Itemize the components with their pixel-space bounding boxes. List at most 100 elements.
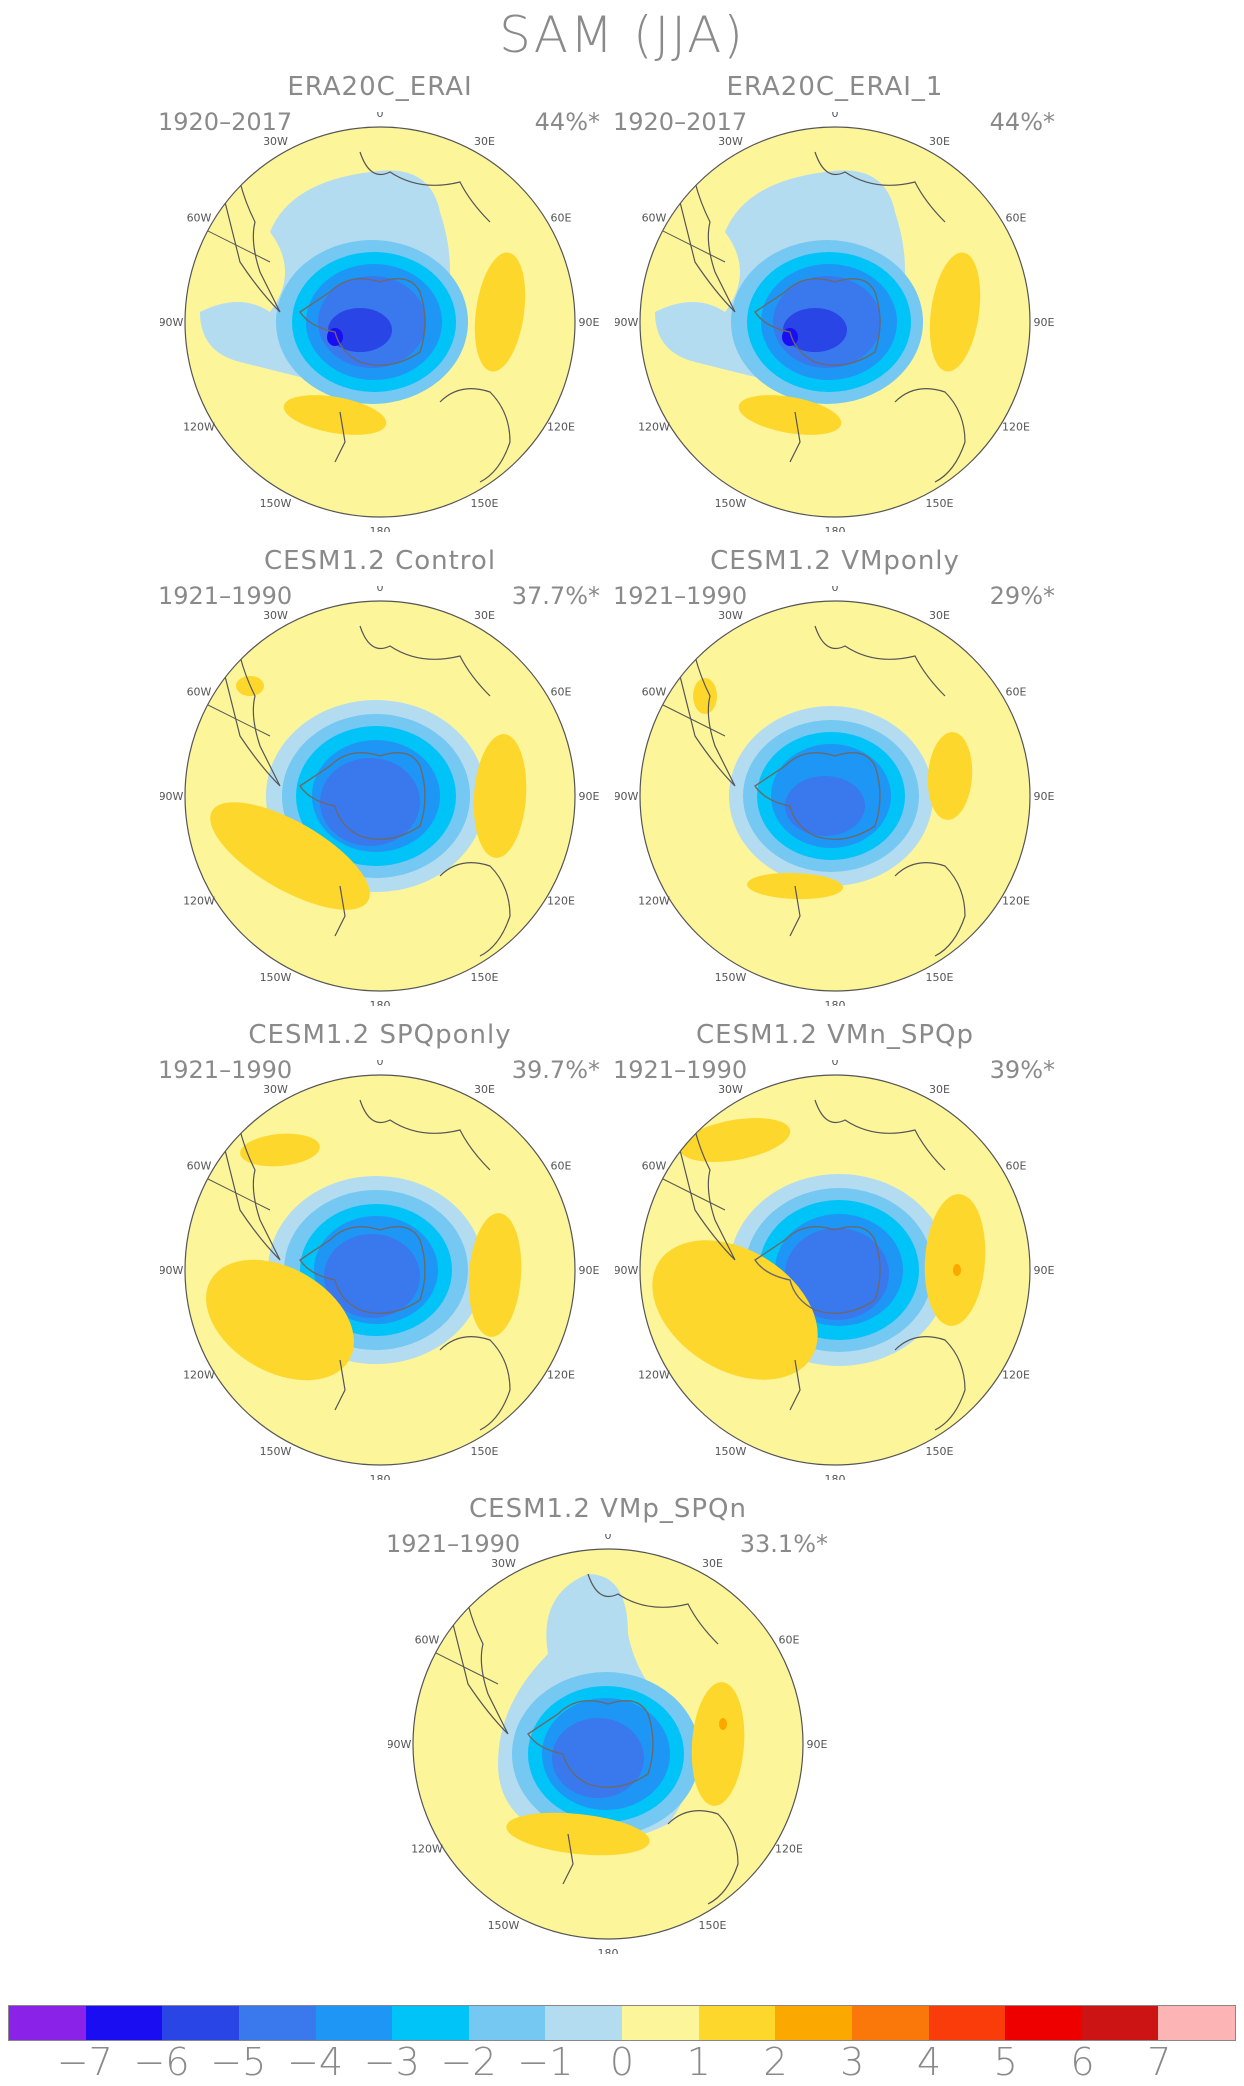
figure-title: SAM (JJA) bbox=[499, 6, 745, 64]
polar-map: 0 30E 60E 90E 120E 150E 180 150W 120W 90W 60W 30W bbox=[615, 586, 1055, 1006]
longitude-label: 60E bbox=[551, 212, 572, 225]
longitude-label: 150E bbox=[471, 971, 499, 984]
colorbar-swatch bbox=[928, 2006, 1006, 2040]
longitude-label: 30W bbox=[718, 1083, 743, 1096]
panel-years: 1921–1990 bbox=[158, 582, 293, 610]
longitude-label: 0 bbox=[832, 112, 839, 120]
polar-map: 0 30E 60E 90E 120E 150E 180 150W 120W 90W 60W 30W bbox=[615, 1060, 1055, 1480]
longitude-label: 120W bbox=[638, 895, 670, 908]
longitude-label: 30W bbox=[263, 609, 288, 622]
longitude-label: 90E bbox=[1034, 316, 1055, 329]
longitude-label: 90W bbox=[388, 1738, 412, 1751]
longitude-label: 60W bbox=[642, 212, 667, 225]
longitude-label: 90E bbox=[579, 790, 600, 803]
colorbar-tick-label: 5 bbox=[993, 2040, 1018, 2084]
panel-title: CESM1.2 VMp_SPQn bbox=[469, 1494, 747, 1524]
panel-years: 1920–2017 bbox=[613, 108, 748, 136]
longitude-label: 90E bbox=[807, 1738, 828, 1751]
longitude-label: 120E bbox=[775, 1843, 803, 1856]
longitude-label: 30W bbox=[718, 135, 743, 148]
longitude-label: 150E bbox=[471, 1445, 499, 1458]
colorbar-swatch bbox=[392, 2006, 469, 2040]
colorbar-swatch bbox=[851, 2006, 929, 2040]
panel-variance-explained: 39.7%* bbox=[511, 1056, 600, 1084]
colorbar-tick-label: 0 bbox=[609, 2040, 635, 2084]
panel-years: 1921–1990 bbox=[613, 582, 748, 610]
longitude-label: 30W bbox=[263, 135, 288, 148]
longitude-label: 30W bbox=[718, 609, 743, 622]
polar-map: 0 30E 60E 90E 120E 150E 180 150W 120W 90W 60W 30W bbox=[160, 112, 600, 532]
map-panel: ERA20C_ERAI_1 1920–2017 44%* 0 30E 60E 90E 120… bbox=[613, 72, 1055, 542]
polar-map: 0 30E 60E 90E 120E 150E 180 150W 120W 90W 60W 30W bbox=[388, 1534, 828, 1954]
colorbar-swatch bbox=[162, 2006, 239, 2040]
longitude-label: 60E bbox=[1006, 212, 1027, 225]
polar-map: 0 30E 60E 90E 120E 150E 180 150W 120W 90W 60W 30W bbox=[160, 586, 600, 1006]
colorbar-swatch bbox=[1158, 2006, 1235, 2040]
longitude-label: 60E bbox=[779, 1634, 800, 1647]
longitude-label: 90E bbox=[1034, 790, 1055, 803]
longitude-label: 120E bbox=[1002, 1369, 1030, 1382]
longitude-label: 150E bbox=[699, 1919, 727, 1932]
polar-map: 0 30E 60E 90E 120E 150E 180 150W 120W 90W 60W 30W bbox=[615, 112, 1055, 532]
longitude-label: 180 bbox=[825, 525, 846, 532]
longitude-label: 120W bbox=[183, 1369, 215, 1382]
colorbar-tick-label: 7 bbox=[1147, 2040, 1172, 2084]
longitude-label: 150E bbox=[471, 497, 499, 510]
map-panel: CESM1.2 SPQponly 1921–1990 39.7%* 0 30E 60E 9… bbox=[158, 1020, 600, 1490]
longitude-label: 90W bbox=[615, 790, 639, 803]
colorbar-tick-label: −2 bbox=[440, 2040, 497, 2084]
panel-title: ERA20C_ERAI_1 bbox=[726, 72, 944, 102]
colorbar-swatch bbox=[9, 2006, 86, 2040]
panel-years: 1920–2017 bbox=[158, 108, 293, 136]
colorbar bbox=[8, 2005, 1236, 2041]
longitude-label: 60W bbox=[187, 212, 212, 225]
panel-title: CESM1.2 SPQponly bbox=[248, 1020, 512, 1050]
panel-years: 1921–1990 bbox=[613, 1056, 748, 1084]
colorbar-swatch bbox=[775, 2006, 852, 2040]
longitude-label: 30E bbox=[929, 1083, 950, 1096]
polar-map: 0 30E 60E 90E 120E 150E 180 150W 120W 90W 60W 30W bbox=[160, 1060, 600, 1480]
colorbar-tick-label: 1 bbox=[686, 2040, 711, 2084]
map-panel: CESM1.2 VMp_SPQn 1921–1990 33.1%* 0 30E 60E 9… bbox=[386, 1494, 828, 1964]
longitude-label: 90W bbox=[615, 316, 639, 329]
panel-variance-explained: 37.7%* bbox=[511, 582, 600, 610]
longitude-label: 120E bbox=[547, 1369, 575, 1382]
longitude-label: 90E bbox=[1034, 1264, 1055, 1277]
colorbar-swatch bbox=[1005, 2006, 1082, 2040]
longitude-label: 30E bbox=[474, 609, 495, 622]
colorbar-tick-label: −7 bbox=[56, 2040, 113, 2084]
panel-title: CESM1.2 VMn_SPQp bbox=[696, 1020, 974, 1050]
longitude-label: 180 bbox=[370, 525, 391, 532]
colorbar-tick-label: −6 bbox=[133, 2040, 190, 2084]
longitude-label: 150W bbox=[260, 497, 292, 510]
longitude-label: 120W bbox=[411, 1843, 443, 1856]
longitude-label: 120W bbox=[183, 421, 215, 434]
longitude-label: 30W bbox=[491, 1557, 516, 1570]
longitude-label: 90W bbox=[615, 1264, 639, 1277]
longitude-label: 30E bbox=[929, 135, 950, 148]
longitude-label: 0 bbox=[377, 112, 384, 120]
longitude-label: 180 bbox=[370, 999, 391, 1006]
panel-variance-explained: 39%* bbox=[989, 1056, 1055, 1084]
longitude-label: 180 bbox=[825, 1473, 846, 1480]
longitude-label: 0 bbox=[377, 1060, 384, 1068]
longitude-label: 30E bbox=[474, 135, 495, 148]
longitude-label: 90W bbox=[160, 790, 184, 803]
longitude-label: 180 bbox=[825, 999, 846, 1006]
colorbar-tick-label: 2 bbox=[763, 2040, 788, 2084]
panel-title: ERA20C_ERAI bbox=[287, 72, 473, 102]
panel-title: CESM1.2 VMponly bbox=[710, 546, 960, 576]
colorbar-tick-label: 4 bbox=[916, 2040, 942, 2084]
colorbar-swatch bbox=[545, 2006, 622, 2040]
panel-title: CESM1.2 Control bbox=[263, 546, 497, 576]
longitude-label: 60E bbox=[1006, 686, 1027, 699]
longitude-label: 150E bbox=[926, 1445, 954, 1458]
colorbar-swatch bbox=[315, 2006, 393, 2040]
longitude-label: 60W bbox=[642, 1160, 667, 1173]
colorbar-tick-label: −1 bbox=[517, 2040, 574, 2084]
colorbar-tick-label: 3 bbox=[840, 2040, 865, 2084]
map-panel: CESM1.2 VMn_SPQp 1921–1990 39%* 0 30E 60E 90E… bbox=[613, 1020, 1055, 1490]
colorbar-labels: −7 −6 −5 −4 −3 −2 −1 0 1 2 3 4 5 6 7 bbox=[8, 2040, 1236, 2084]
longitude-label: 150E bbox=[926, 497, 954, 510]
longitude-label: 60E bbox=[551, 1160, 572, 1173]
